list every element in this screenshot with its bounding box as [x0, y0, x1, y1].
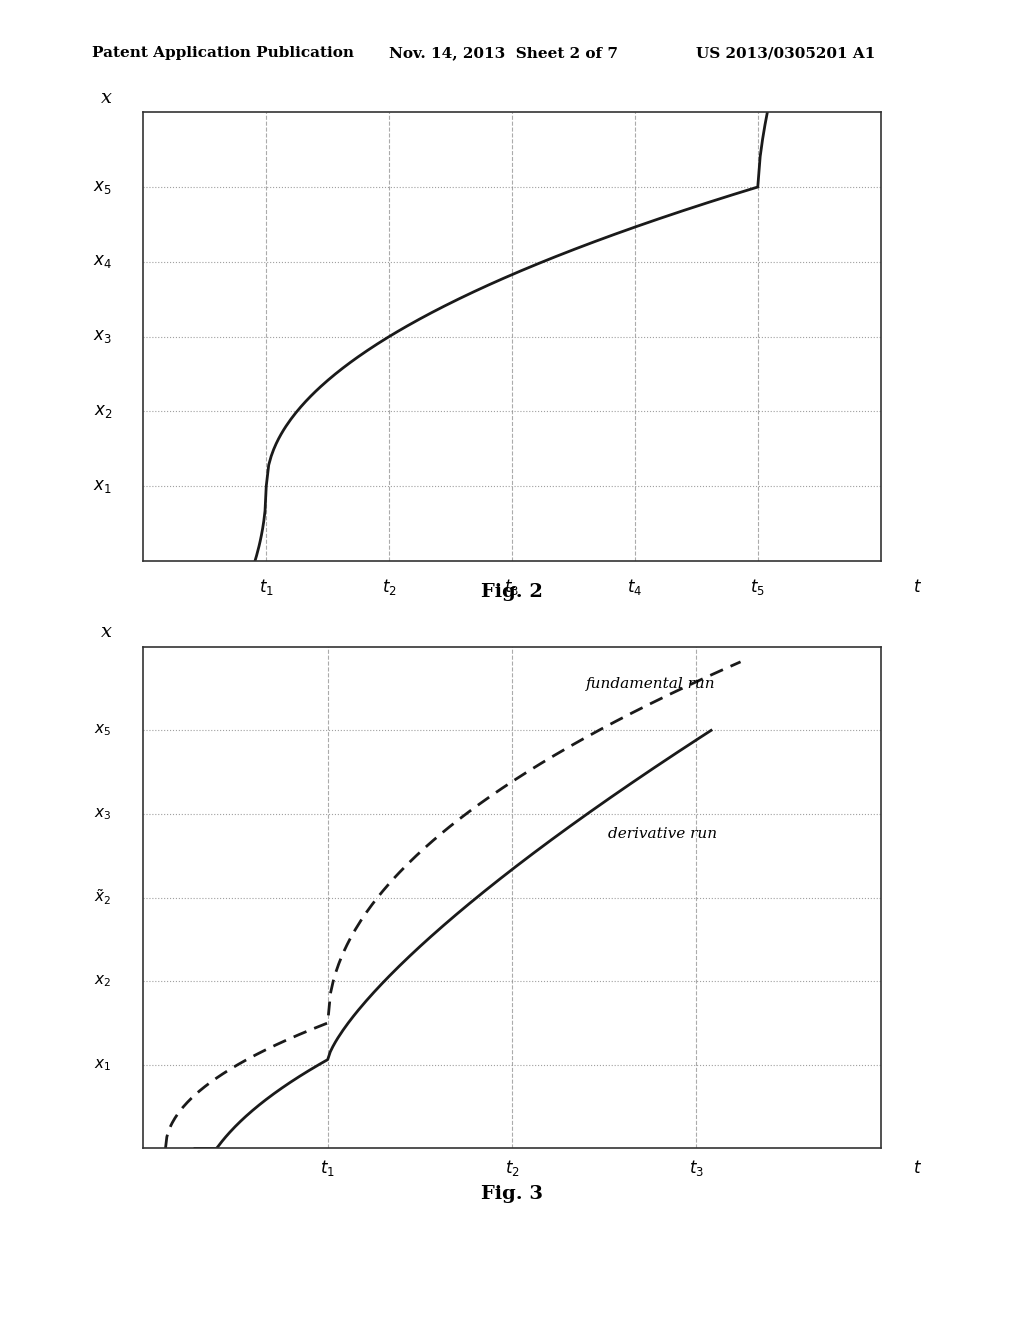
Text: $x_5$: $x_5$: [93, 178, 112, 195]
Text: $t$: $t$: [913, 1160, 922, 1177]
Text: US 2013/0305201 A1: US 2013/0305201 A1: [696, 46, 876, 61]
Text: $t_3$: $t_3$: [505, 577, 519, 598]
Text: $t_3$: $t_3$: [689, 1159, 703, 1179]
Text: $x_3$: $x_3$: [94, 807, 112, 822]
Text: $t_2$: $t_2$: [505, 1159, 519, 1179]
Text: $t_1$: $t_1$: [259, 577, 273, 598]
Text: Fig. 2: Fig. 2: [481, 582, 543, 601]
Text: $t_4$: $t_4$: [628, 577, 642, 598]
Text: $t$: $t$: [913, 579, 922, 597]
Text: $x_1$: $x_1$: [94, 1057, 112, 1073]
Text: $x_2$: $x_2$: [94, 973, 112, 989]
Text: $x_3$: $x_3$: [93, 329, 113, 345]
Text: x: x: [101, 623, 112, 640]
Text: $x_2$: $x_2$: [93, 403, 112, 420]
Text: $x_5$: $x_5$: [94, 722, 112, 738]
Text: Nov. 14, 2013  Sheet 2 of 7: Nov. 14, 2013 Sheet 2 of 7: [389, 46, 618, 61]
Text: derivative run: derivative run: [608, 828, 717, 841]
Text: $t_1$: $t_1$: [321, 1159, 335, 1179]
Text: Patent Application Publication: Patent Application Publication: [92, 46, 354, 61]
Text: fundamental run: fundamental run: [586, 677, 716, 690]
Text: $t_5$: $t_5$: [751, 577, 765, 598]
Text: Fig. 3: Fig. 3: [481, 1184, 543, 1203]
Text: $x_1$: $x_1$: [93, 478, 113, 495]
Text: $\tilde{x}_2$: $\tilde{x}_2$: [94, 888, 112, 907]
Text: $t_2$: $t_2$: [382, 577, 396, 598]
Text: $x_4$: $x_4$: [93, 253, 113, 271]
Text: x: x: [101, 90, 112, 107]
